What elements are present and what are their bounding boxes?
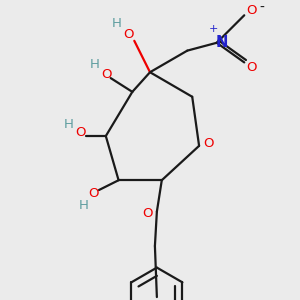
Text: O: O	[142, 207, 152, 220]
Text: O: O	[102, 68, 112, 81]
Text: O: O	[75, 126, 86, 139]
Text: N: N	[215, 35, 228, 50]
Text: O: O	[204, 137, 214, 150]
Text: O: O	[123, 28, 134, 41]
Text: O: O	[246, 61, 256, 74]
Text: H: H	[64, 118, 74, 131]
Text: +: +	[209, 24, 218, 34]
Text: H: H	[112, 16, 122, 30]
Text: -: -	[260, 0, 264, 14]
Text: O: O	[88, 188, 98, 200]
Text: O: O	[246, 4, 256, 17]
Text: H: H	[78, 199, 88, 212]
Text: H: H	[90, 58, 100, 71]
